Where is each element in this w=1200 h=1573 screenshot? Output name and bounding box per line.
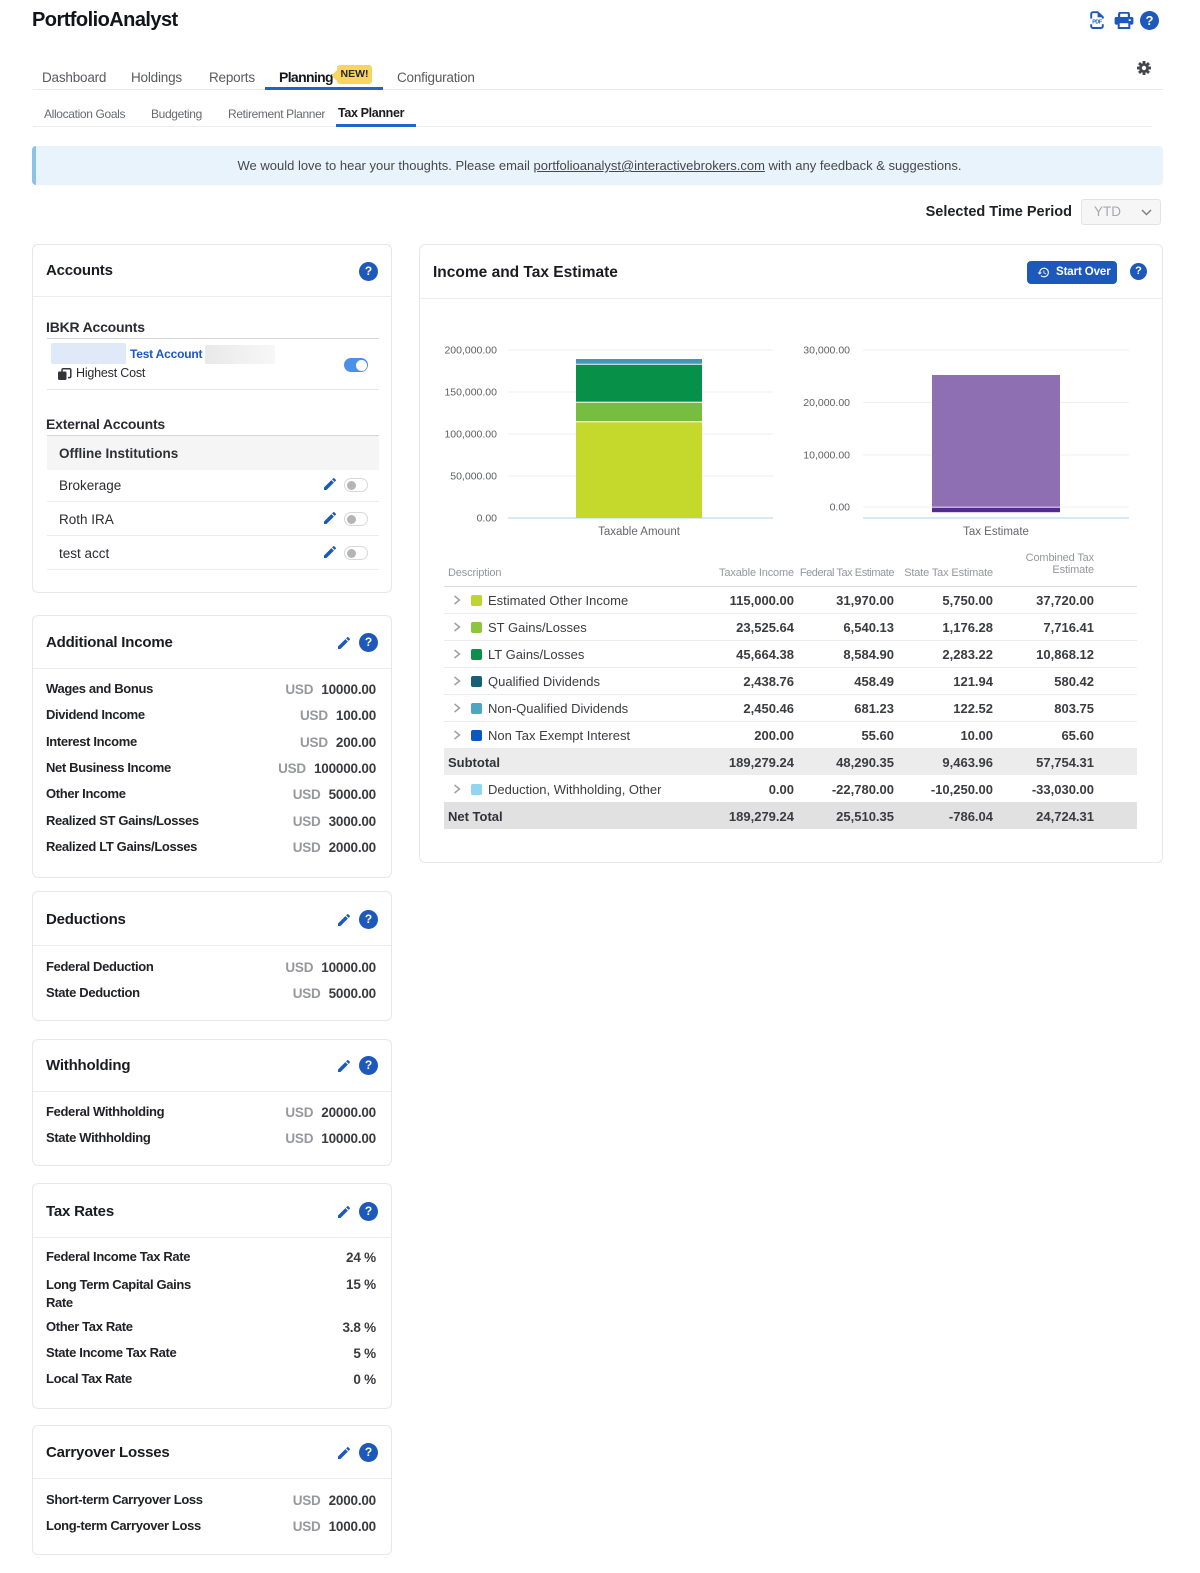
svg-text:0.00: 0.00: [830, 502, 851, 514]
svg-text:50,000.00: 50,000.00: [450, 471, 497, 483]
svg-text:20,000.00: 20,000.00: [803, 397, 850, 409]
svg-text:PDF: PDF: [1092, 19, 1103, 25]
svg-text:0.00: 0.00: [477, 513, 498, 525]
svg-text:Tax Estimate: Tax Estimate: [963, 526, 1029, 538]
svg-text:Taxable Amount: Taxable Amount: [598, 526, 681, 538]
svg-text:100,000.00: 100,000.00: [444, 429, 497, 441]
svg-text:200,000.00: 200,000.00: [444, 345, 497, 357]
svg-text:150,000.00: 150,000.00: [444, 387, 497, 399]
svg-text:30,000.00: 30,000.00: [803, 345, 850, 357]
svg-text:10,000.00: 10,000.00: [803, 450, 850, 462]
